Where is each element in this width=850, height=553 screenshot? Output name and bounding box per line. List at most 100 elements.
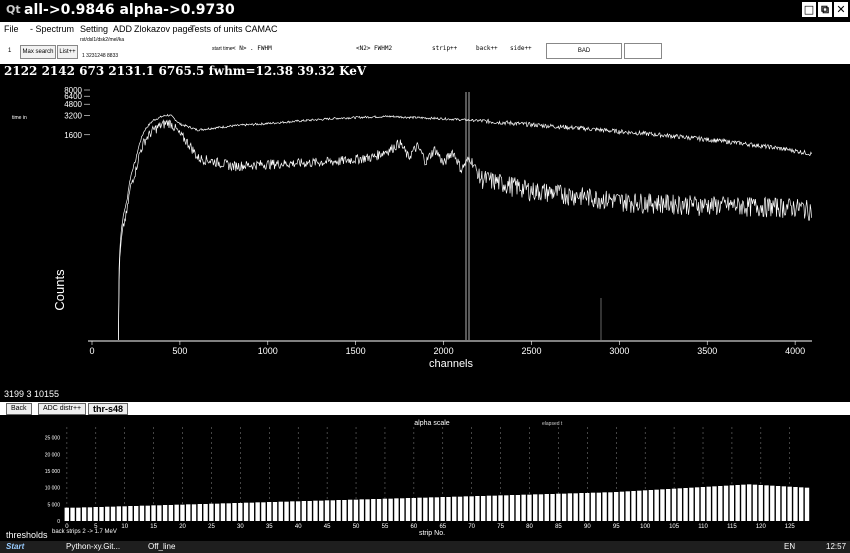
strip-bar [804, 487, 810, 521]
adc-distr-button[interactable]: ADC distr++ [38, 403, 87, 415]
strip-bar [307, 501, 312, 521]
bottom-x-tick-label: 95 [613, 524, 620, 530]
strip-bar [405, 498, 411, 521]
x-tick-label: 500 [172, 346, 187, 356]
strip-bar [758, 485, 763, 521]
bottom-x-tick-label: 25 [208, 524, 215, 530]
bottom-x-tick-label: 120 [756, 524, 767, 530]
list-button[interactable]: List++ [57, 45, 78, 59]
bottom-y-tick-label: 20 000 [45, 452, 61, 458]
y-tick-label: 3200 [64, 111, 82, 120]
toolbar: 1 Max search List++ rst/dsl1/dsk2/mel/ka… [0, 36, 850, 64]
strip-bar [712, 486, 717, 521]
strip-bar [319, 500, 324, 521]
strip-bar [168, 505, 174, 521]
time-in-label: time in [12, 115, 27, 121]
strip-bar [648, 490, 654, 521]
strip-button[interactable]: strip++ [432, 45, 458, 52]
strip-bar [128, 506, 133, 521]
series-all-line [118, 113, 812, 341]
menu-tests-camac[interactable]: Tests of units CAMAC [190, 24, 278, 34]
strip-bar [671, 488, 677, 521]
thresholds-label: thresholds [6, 530, 48, 540]
strip-bar-plot[interactable]: alpha scale elapsed t strip No. 25 000 20… [0, 415, 850, 541]
strip-bar [666, 489, 671, 521]
strip-bar [139, 505, 145, 521]
bottom-y-tick-label: 15 000 [45, 469, 61, 475]
strip-bar [457, 496, 463, 521]
blank-button[interactable] [624, 43, 662, 59]
strip-bar [174, 504, 179, 521]
strip-bar [93, 507, 98, 521]
back-plus-button[interactable]: back++ [476, 45, 498, 52]
strip-bar [585, 493, 590, 521]
bottom-x-tick-label: 90 [584, 524, 591, 530]
strip-bar [561, 493, 567, 521]
num-field[interactable]: 1 [8, 48, 12, 54]
strip-bar [683, 488, 688, 521]
strip-bar [504, 495, 509, 521]
start-button[interactable]: Start [6, 542, 25, 551]
x-axis-label: channels [429, 358, 474, 370]
x-tick-label: 1000 [258, 346, 278, 356]
strip-bar [527, 494, 532, 521]
maximize-button[interactable]: □ [802, 2, 816, 17]
menu-file[interactable]: File [4, 24, 19, 34]
taskbar-offline-app[interactable]: Off_line [148, 542, 176, 551]
strip-bar [596, 492, 602, 521]
strip-bar [394, 498, 399, 521]
strip-bar [590, 492, 596, 521]
back-button[interactable]: Back [6, 403, 32, 415]
strip-bar [255, 502, 260, 521]
strip-bar [295, 501, 301, 521]
strip-bar [475, 496, 480, 521]
strip-bar [735, 485, 740, 521]
strip-bar [400, 498, 405, 521]
side-button[interactable]: side++ [510, 45, 532, 52]
strip-bar [191, 504, 197, 521]
bottom-x-tick-label: 125 [785, 524, 796, 530]
strip-bar [157, 505, 162, 521]
menu-zlokazov-page[interactable]: Zlokazov page [134, 24, 193, 34]
strip-bar [642, 490, 648, 521]
close-button[interactable]: ✕ [834, 2, 848, 17]
taskbar: Start Python-xy.Git... Off_line EN 12:57 [0, 541, 850, 553]
strip-bar [388, 498, 393, 521]
max-search-button[interactable]: Max search [20, 45, 56, 59]
strip-bar [376, 499, 382, 521]
bottom-x-tick-label: 5 [94, 524, 98, 530]
n-fwhm-label: < N> . FWHM [232, 45, 272, 52]
strip-bar [746, 484, 752, 521]
run-values: 1 3231248 8833 [82, 53, 119, 59]
strip-bar [180, 504, 185, 521]
window-title: all->0.9846 alpha->0.9730 [24, 2, 235, 18]
restore-button[interactable]: ⧉ [818, 2, 832, 17]
bottom-x-tick-label: 105 [669, 524, 680, 530]
bottom-y-tick-label: 0 [57, 519, 60, 525]
bottom-x-axis-label: strip No. [419, 530, 445, 537]
taskbar-python-app[interactable]: Python-xy.Git... [66, 542, 121, 551]
thr-s48-button[interactable]: thr-s48 [88, 403, 129, 415]
strip-bar [382, 498, 388, 521]
y-tick-label: 6400 [64, 92, 82, 101]
bad-button[interactable]: BAD [546, 43, 622, 59]
bottom-plot-title: alpha scale [414, 420, 450, 427]
strip-bar [411, 498, 416, 521]
x-tick-label: 1500 [346, 346, 366, 356]
strip-bar [324, 500, 330, 521]
language-indicator[interactable]: EN [784, 542, 796, 551]
bottom-x-tick-label: 60 [411, 524, 418, 530]
strip-bar [509, 495, 515, 521]
menu-spectrum[interactable]: - Spectrum [30, 24, 75, 34]
menu-add[interactable]: ADD [113, 24, 133, 34]
menu-setting[interactable]: Setting [80, 24, 109, 34]
strip-bar [365, 499, 370, 521]
strip-bar [214, 503, 220, 521]
strip-bar [533, 494, 538, 521]
bottom-x-tick-label: 85 [555, 524, 562, 530]
strip-bar [752, 484, 758, 521]
strip-bar [452, 496, 457, 521]
strip-bar [544, 494, 549, 521]
clock: 12:57 [826, 542, 847, 551]
